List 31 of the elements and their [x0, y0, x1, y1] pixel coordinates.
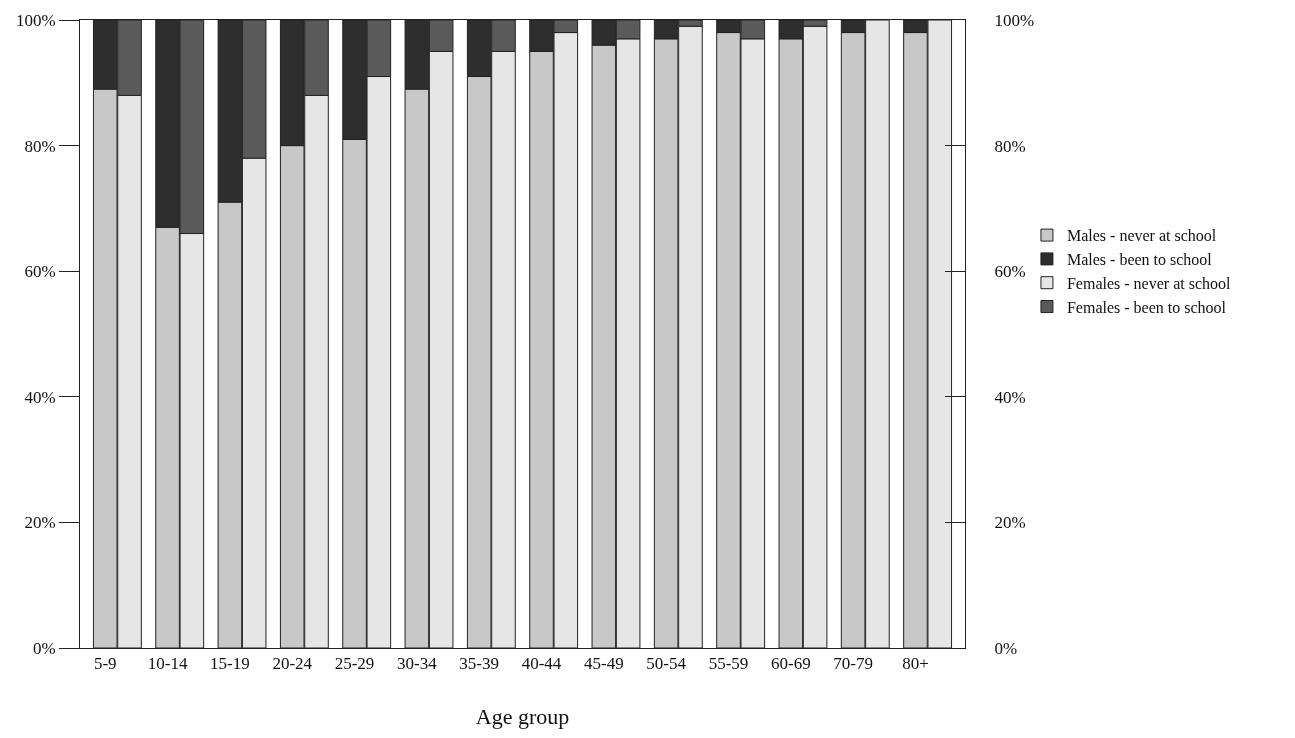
legend-label: Females - never at school	[1066, 274, 1231, 292]
y2-tick-label: 40%	[994, 387, 1026, 407]
x-tick-label: 55-59	[708, 654, 749, 674]
y2-tick-label: 0%	[994, 638, 1018, 658]
y2-tick-label: 20%	[994, 513, 1026, 533]
x-tick-label: 25-29	[334, 654, 375, 674]
x-axis-title: Age group	[475, 704, 570, 729]
y-tick-label: 80%	[24, 136, 56, 156]
x-tick-label: 70-79	[833, 654, 873, 674]
x-tick-label: 80+	[902, 654, 929, 674]
y-tick-label: 100%	[15, 10, 56, 30]
x-tick-label: 35-39	[459, 654, 500, 674]
x-tick-label: 50-54	[646, 654, 687, 674]
y-tick-label: 0%	[32, 638, 56, 658]
x-tick-label: 20-24	[272, 654, 313, 674]
y2-tick-label: 80%	[994, 136, 1026, 156]
legend-label: Females - been to school	[1066, 298, 1227, 316]
x-tick-label: 60-69	[770, 654, 811, 674]
legend-label: Males - never at school	[1066, 227, 1217, 245]
y2-tick-label: 100%	[994, 10, 1035, 30]
y-tick-label: 60%	[24, 262, 56, 282]
y2-tick-label: 60%	[994, 262, 1026, 282]
x-tick-label: 30-34	[397, 654, 438, 674]
x-tick-label: 10-14	[147, 654, 188, 674]
y-tick-label: 20%	[24, 513, 56, 533]
legend-label: Males - been to school	[1066, 251, 1213, 269]
y-tick-label: 40%	[24, 387, 56, 407]
x-tick-label: 40-44	[521, 654, 562, 674]
x-tick-label: 5-9	[93, 654, 117, 674]
x-tick-label: 15-19	[210, 654, 250, 674]
x-tick-label: 45-49	[583, 654, 624, 674]
